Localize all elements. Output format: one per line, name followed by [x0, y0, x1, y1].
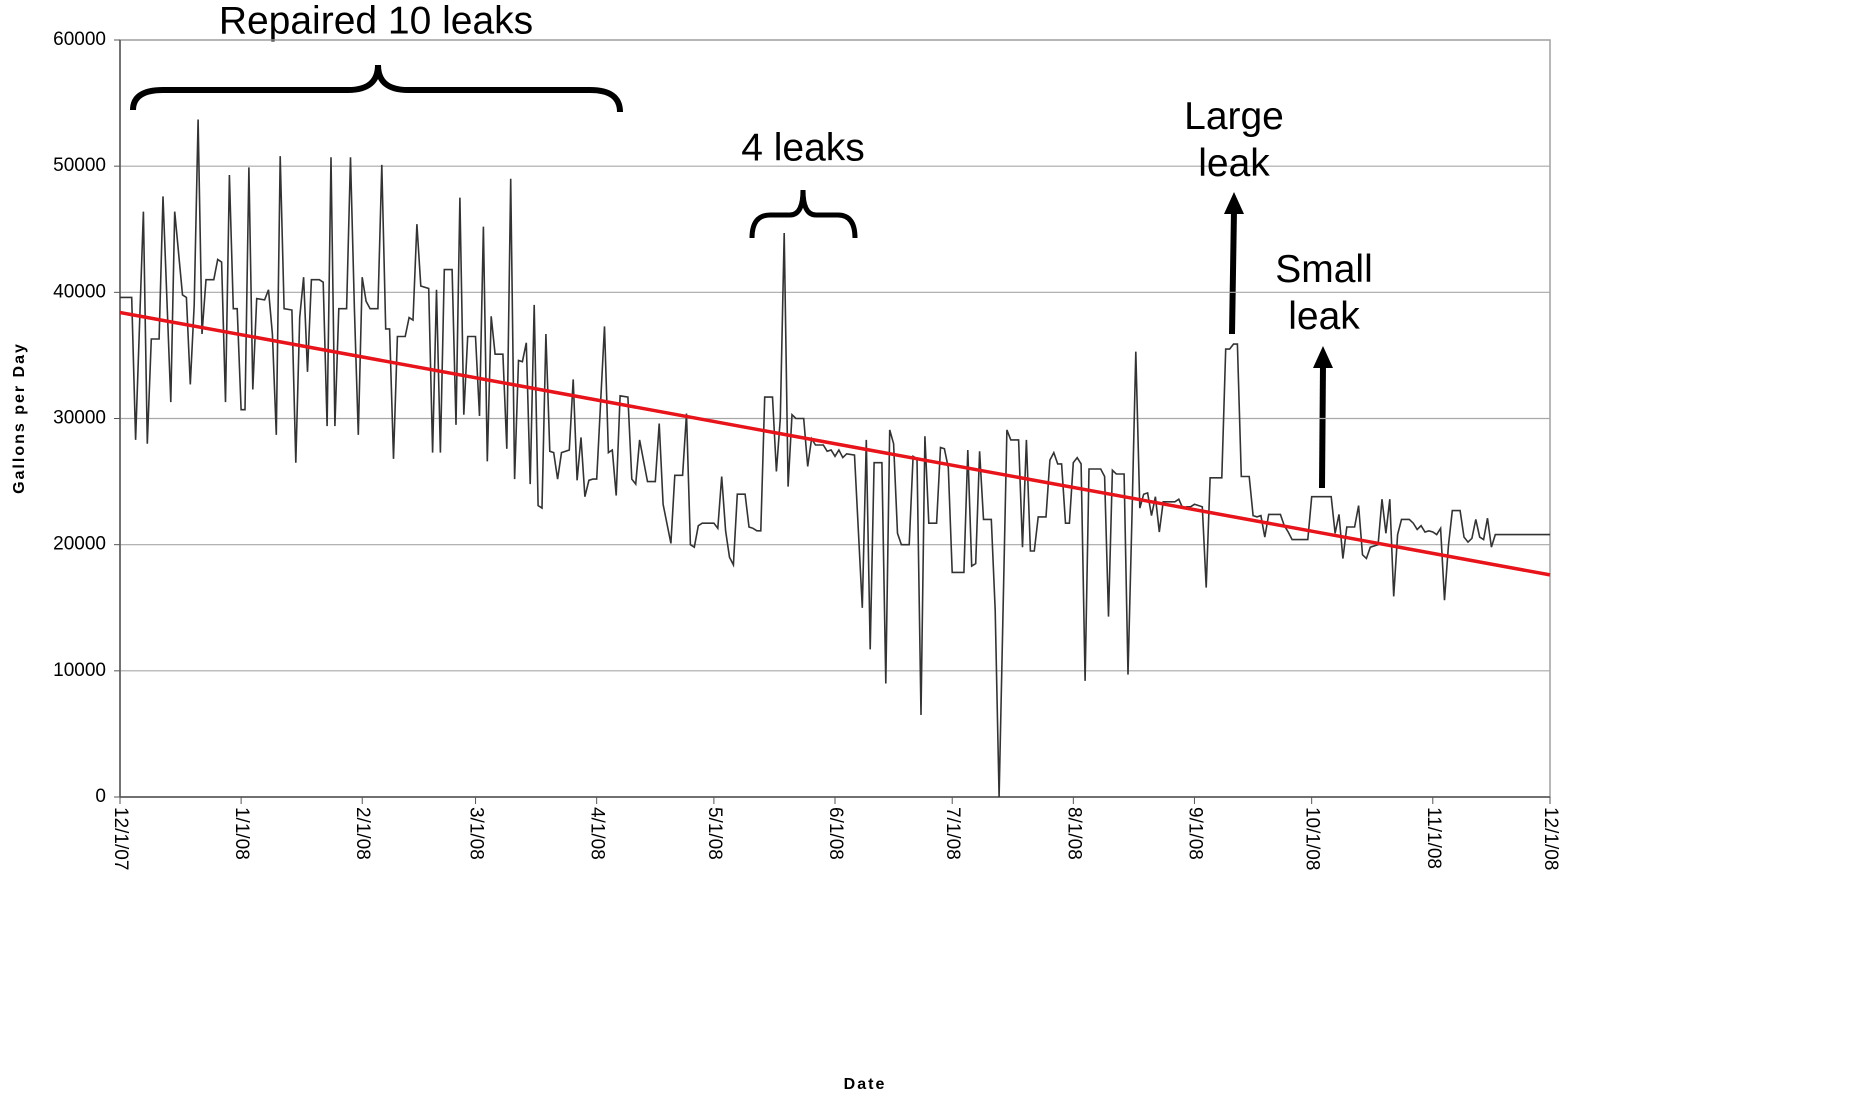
x-tick-label: 9/1/08: [1184, 807, 1205, 860]
y-tick-label: 20000: [53, 534, 106, 555]
x-tick-label: 11/1/08: [1423, 807, 1444, 869]
brace: [130, 64, 623, 113]
arrow: [1229, 209, 1237, 335]
y-tick-label: 50000: [53, 155, 106, 176]
annotation: Small leak: [1275, 248, 1373, 338]
annotation: Large leak: [1184, 95, 1284, 185]
x-tick-label: 6/1/08: [825, 807, 846, 860]
x-tick-label: 8/1/08: [1063, 807, 1084, 860]
data-line: [120, 119, 1550, 798]
y-tick-label: 0: [95, 786, 106, 807]
x-tick-label: 1/1/08: [231, 807, 252, 860]
x-tick-label: 7/1/08: [942, 807, 963, 860]
trend-line: [119, 310, 1551, 577]
annotation: Repaired 10 leaks: [219, 0, 533, 42]
y-tick-label: 60000: [53, 29, 106, 50]
x-tick-label: 5/1/08: [704, 807, 725, 860]
arrow-head: [1224, 192, 1244, 214]
x-tick-label: 12/1/08: [1540, 807, 1561, 870]
arrow: [1319, 363, 1326, 489]
y-tick-label: 10000: [53, 660, 106, 681]
y-tick-label: 40000: [53, 281, 106, 302]
arrow-head: [1313, 346, 1333, 368]
annotation: 4 leaks: [741, 126, 865, 169]
brace: [749, 189, 858, 239]
x-tick-label: 12/1/07: [110, 807, 131, 870]
x-tick-label: 10/1/08: [1302, 807, 1323, 870]
x-axis-title: Date: [844, 1076, 887, 1093]
x-tick-label: 3/1/08: [466, 807, 487, 860]
x-tick-label: 2/1/08: [352, 807, 373, 860]
y-tick-label: 30000: [53, 408, 106, 429]
y-axis-title: Gallons per Day: [11, 342, 28, 494]
x-tick-label: 4/1/08: [587, 807, 608, 860]
